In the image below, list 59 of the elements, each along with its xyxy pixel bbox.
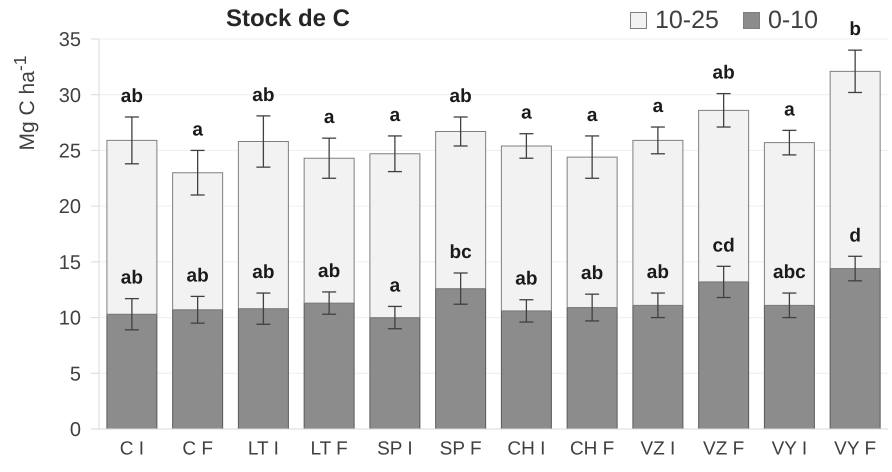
bar [566,307,618,429]
y-tick-label: 0 [70,419,81,442]
x-tick-label: C I [120,438,144,460]
bar [435,288,486,429]
bar [106,314,158,429]
y-tick-label: 25 [58,140,81,163]
annotation: cd [712,234,735,256]
chart-title: Stock de C [226,5,350,33]
bar [830,268,881,429]
annotation: b [849,18,861,40]
x-tick-label: LT I [248,438,279,460]
annotation: ab [252,84,274,106]
bar [304,302,355,429]
x-tick-label: SP I [377,438,413,460]
annotation: ab [581,262,604,284]
x-tick-label: VY I [772,438,808,460]
annotation: a [390,274,401,296]
legend-label: 10-25 [655,6,719,35]
annotation: ab [646,262,669,283]
y-tick-label: 5 [70,363,81,386]
annotation: a [521,102,532,124]
annotation: a [586,104,598,126]
annotation: bc [450,242,472,262]
annotation: ab [450,86,472,106]
annotation: a [652,96,664,117]
y-tick-label: 30 [58,84,81,107]
bar [369,317,420,429]
annotation: ab [252,262,274,283]
bar [764,304,815,429]
bar [500,310,552,429]
annotation: a [390,104,401,126]
x-tick-label: VZ F [703,438,744,460]
y-tick-label: 15 [58,252,81,274]
annotation: a [784,98,796,120]
annotation: a [192,118,204,140]
annotation: ab [515,268,538,290]
x-tick-label: CH I [507,438,546,460]
y-tick-label: 35 [58,29,81,52]
bar [172,309,224,429]
legend-label: 0-10 [768,6,818,35]
x-tick-label: CH F [570,438,614,460]
x-tick-label: VY F [834,438,876,460]
bar [238,308,289,429]
y-tick-label: 10 [58,308,81,330]
bar [632,304,684,429]
bar [698,281,750,429]
annotation: ab [712,62,735,84]
annotation: d [849,224,861,246]
y-tick-label: 20 [58,196,81,218]
annotation: ab [318,260,340,282]
x-tick-label: LT F [310,438,348,460]
annotation: abc [773,262,806,283]
annotation: a [324,106,335,128]
x-tick-label: VZ I [640,438,676,460]
annotation: ab [186,264,209,286]
x-tick-label: SP F [440,438,482,460]
annotation: ab [120,267,143,288]
x-tick-label: C F [182,438,213,460]
annotation: ab [120,86,143,106]
